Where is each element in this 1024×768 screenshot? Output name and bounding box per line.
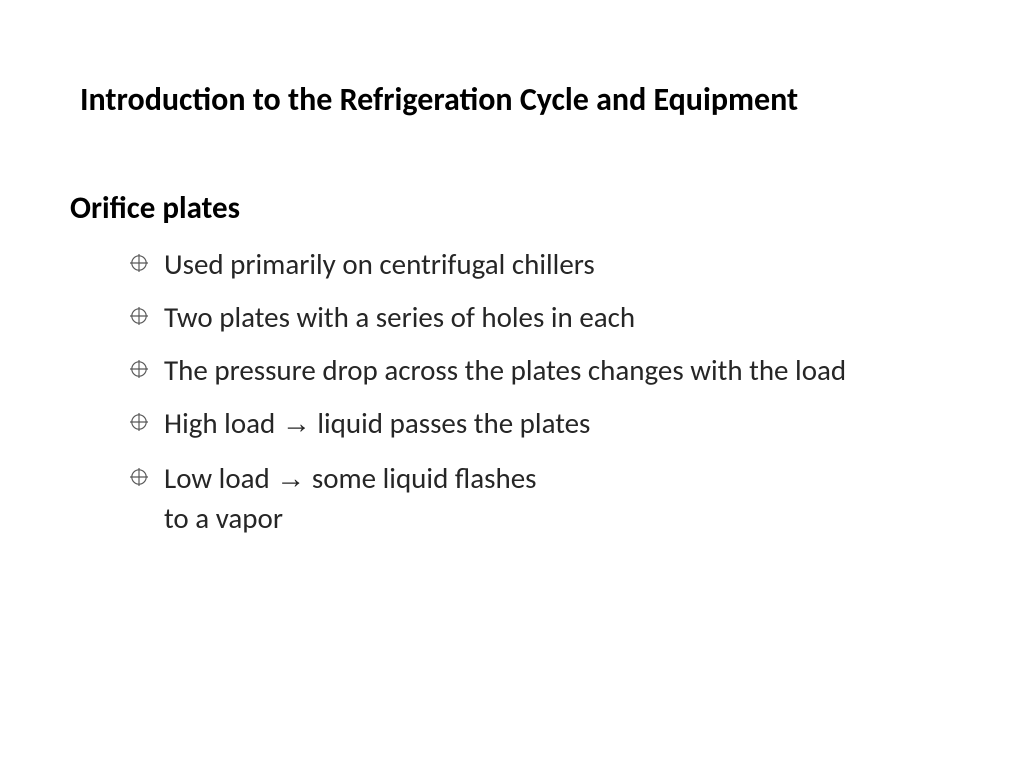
bullet-text: The pressure drop across the plates chan… [164, 352, 846, 388]
slide-subheading: Orifice plates [70, 189, 954, 227]
list-item: Used primarily on centrifugal chillers [130, 245, 954, 284]
bullet-list: Used primarily on centrifugal chillers T… [70, 245, 954, 538]
crosshair-icon [130, 254, 148, 272]
arrow-icon: → [276, 460, 305, 499]
list-item: High load → liquid passes the plates [130, 404, 954, 444]
list-item: The pressure drop across the plates chan… [130, 351, 954, 390]
bullet-text-before: Low load [164, 460, 276, 496]
bullet-text: Two plates with a series of holes in eac… [164, 299, 635, 335]
crosshair-icon [130, 468, 148, 486]
crosshair-icon [130, 307, 148, 325]
slide-container: Introduction to the Refrigeration Cycle … [0, 0, 1024, 768]
bullet-text-after: liquid passes the plates [311, 405, 591, 441]
slide-title: Introduction to the Refrigeration Cycle … [70, 80, 954, 119]
arrow-icon: → [282, 405, 311, 444]
list-item: Two plates with a series of holes in eac… [130, 298, 954, 337]
crosshair-icon [130, 360, 148, 378]
bullet-text: Used primarily on centrifugal chillers [164, 246, 595, 282]
list-item: Low load → some liquid flashes to a vapo… [130, 459, 650, 538]
bullet-text-before: High load [164, 405, 282, 441]
crosshair-icon [130, 413, 148, 431]
